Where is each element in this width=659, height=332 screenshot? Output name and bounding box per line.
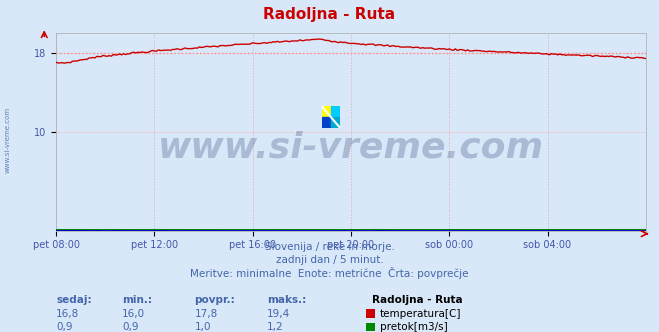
Text: Radoljna - Ruta: Radoljna - Ruta	[264, 7, 395, 23]
Text: povpr.:: povpr.:	[194, 295, 235, 305]
Text: 1,0: 1,0	[194, 322, 211, 332]
Text: pretok[m3/s]: pretok[m3/s]	[380, 322, 447, 332]
Text: Radoljna - Ruta: Radoljna - Ruta	[372, 295, 463, 305]
Text: min.:: min.:	[122, 295, 152, 305]
Text: Meritve: minimalne  Enote: metrične  Črta: povprečje: Meritve: minimalne Enote: metrične Črta:…	[190, 267, 469, 279]
Text: 17,8: 17,8	[194, 309, 217, 319]
Text: 1,2: 1,2	[267, 322, 283, 332]
Text: www.si-vreme.com: www.si-vreme.com	[158, 131, 544, 165]
Text: 0,9: 0,9	[122, 322, 138, 332]
Text: zadnji dan / 5 minut.: zadnji dan / 5 minut.	[275, 255, 384, 265]
Text: 0,9: 0,9	[56, 322, 72, 332]
Text: sedaj:: sedaj:	[56, 295, 92, 305]
Bar	[331, 106, 340, 117]
Text: www.si-vreme.com: www.si-vreme.com	[5, 106, 11, 173]
Bar	[331, 117, 340, 128]
Bar	[322, 117, 331, 128]
Text: maks.:: maks.:	[267, 295, 306, 305]
Text: Slovenija / reke in morje.: Slovenija / reke in morje.	[264, 242, 395, 252]
Text: 16,0: 16,0	[122, 309, 145, 319]
Text: temperatura[C]: temperatura[C]	[380, 309, 461, 319]
Text: 19,4: 19,4	[267, 309, 290, 319]
Text: 16,8: 16,8	[56, 309, 79, 319]
Bar	[322, 106, 331, 117]
